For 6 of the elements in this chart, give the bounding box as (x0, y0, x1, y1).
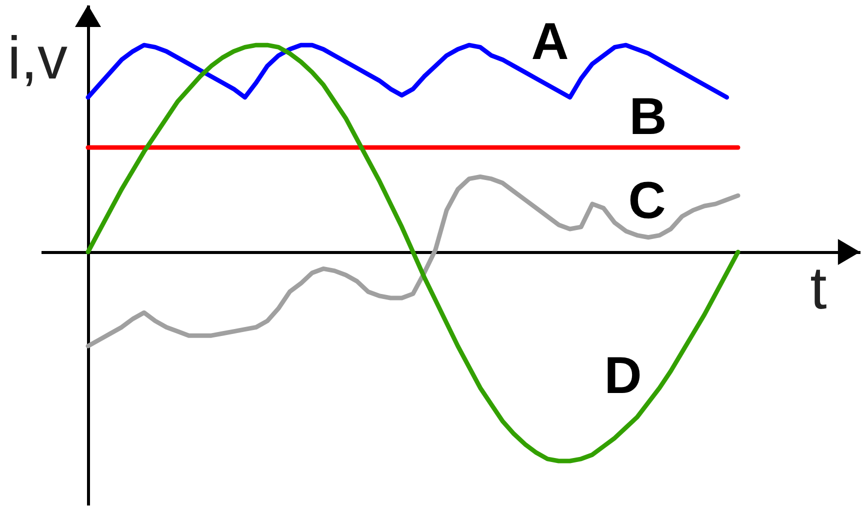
series-label: A (531, 13, 569, 71)
x-axis-title: t (810, 254, 828, 322)
y-axis-title: i,v (8, 24, 68, 92)
series-label: B (629, 88, 667, 146)
series-label: D (604, 347, 642, 405)
series-label: C (628, 172, 666, 230)
